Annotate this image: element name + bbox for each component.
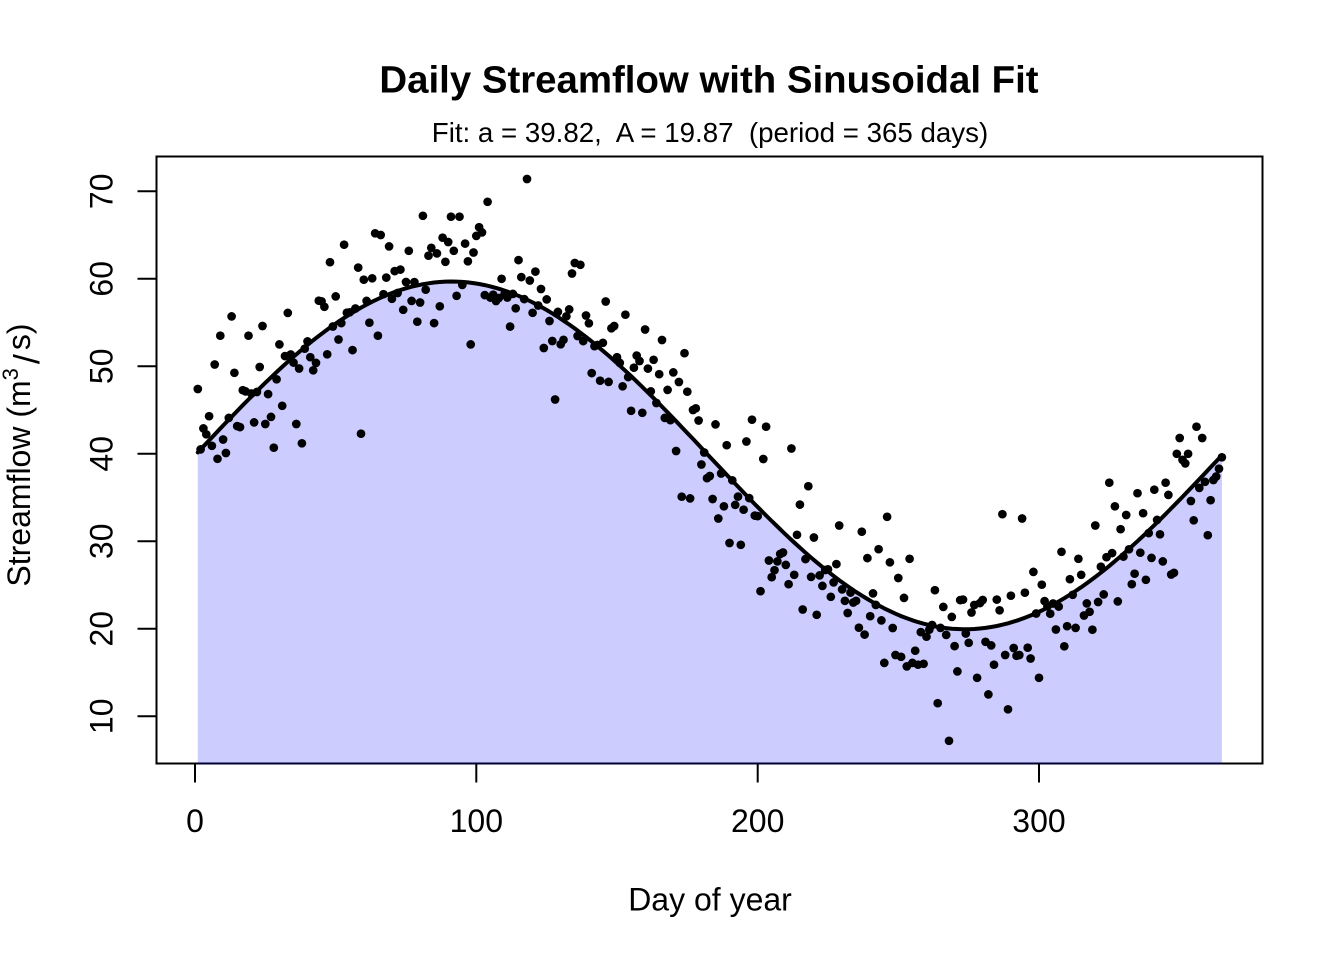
svg-text:Fit: a = 39.82, A = 19.87 (p: Fit: a = 39.82, A = 19.87 (period = 365 … bbox=[432, 117, 988, 148]
svg-text:30: 30 bbox=[84, 524, 120, 560]
svg-text:Daily Streamflow with Sinusoid: Daily Streamflow with Sinusoidal Fit bbox=[379, 59, 1038, 102]
svg-text:Day of year: Day of year bbox=[628, 881, 792, 917]
svg-text:50: 50 bbox=[84, 349, 120, 385]
svg-text:10: 10 bbox=[84, 699, 120, 735]
svg-text:60: 60 bbox=[84, 261, 120, 297]
svg-text:0: 0 bbox=[186, 803, 204, 839]
svg-text:20: 20 bbox=[84, 611, 120, 647]
svg-text:200: 200 bbox=[731, 803, 784, 839]
svg-text:100: 100 bbox=[450, 803, 503, 839]
svg-text:70: 70 bbox=[84, 174, 120, 210]
svg-text:300: 300 bbox=[1012, 803, 1065, 839]
svg-text:40: 40 bbox=[84, 436, 120, 472]
